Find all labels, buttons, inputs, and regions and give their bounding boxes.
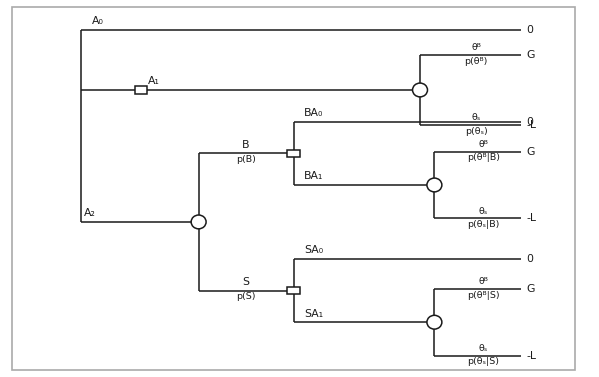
Text: θₛ: θₛ [479,344,488,353]
Text: -L: -L [527,213,536,224]
Text: G: G [527,284,535,294]
Text: θᴮ: θᴮ [471,43,481,52]
Text: G: G [527,147,535,156]
Text: SA₀: SA₀ [304,245,323,255]
Text: 0: 0 [527,254,533,264]
Ellipse shape [191,215,206,229]
Text: -L: -L [527,351,536,361]
Text: G: G [527,50,535,60]
Text: p(θᴮ): p(θᴮ) [464,57,488,66]
Text: BA₁: BA₁ [304,172,323,181]
Text: p(θₛ): p(θₛ) [465,127,488,136]
Text: θᴮ: θᴮ [479,277,488,286]
Text: 0: 0 [527,116,533,127]
Text: S: S [243,277,250,287]
Text: p(θₛ|S): p(θₛ|S) [467,357,500,366]
Text: 0: 0 [527,25,533,35]
Text: p(θᴮ|S): p(θᴮ|S) [467,291,500,300]
Text: θₛ: θₛ [471,113,481,123]
Text: p(B): p(B) [236,155,256,164]
Text: p(θₛ|B): p(θₛ|B) [467,220,500,229]
Text: A₀: A₀ [92,16,104,26]
Ellipse shape [427,315,442,329]
Bar [287,287,300,294]
Text: -L: -L [527,120,536,130]
Text: B: B [243,140,250,150]
Text: θₛ: θₛ [479,207,488,216]
Bar [287,150,300,157]
Text: θᴮ: θᴮ [479,140,488,149]
Ellipse shape [413,83,428,97]
Text: p(θᴮ|B): p(θᴮ|B) [467,153,500,162]
Text: p(S): p(S) [237,292,256,301]
Text: BA₀: BA₀ [304,108,323,118]
Text: A₁: A₁ [148,76,160,86]
Text: A₂: A₂ [84,208,95,218]
Text: SA₁: SA₁ [304,309,323,319]
Ellipse shape [427,178,442,192]
Bar [135,86,147,93]
